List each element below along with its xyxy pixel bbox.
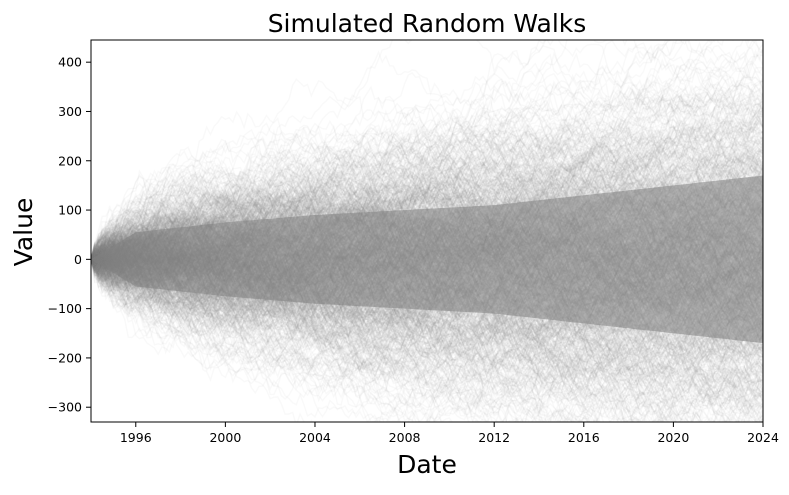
y-tick-label: 200	[58, 153, 82, 168]
walk-series	[91, 85, 763, 270]
walk-series	[91, 236, 763, 422]
walk-series	[91, 61, 763, 274]
walk-series	[91, 258, 763, 419]
walk-series	[91, 248, 763, 403]
walk-series	[91, 74, 763, 260]
y-tick-label: 100	[58, 203, 82, 218]
walk-series	[91, 93, 763, 271]
walk-series	[91, 258, 763, 409]
walk-series	[91, 259, 763, 397]
walk-series	[91, 68, 763, 260]
walk-series	[91, 251, 763, 399]
walk-series	[91, 242, 763, 422]
x-tick-label: 2012	[478, 430, 510, 445]
walk-series	[91, 118, 763, 262]
y-tick-label: −200	[48, 350, 82, 365]
walk-series	[91, 240, 763, 408]
walk-series	[91, 53, 763, 260]
walk-series	[91, 258, 763, 420]
walk-series	[91, 254, 763, 416]
walk-series	[91, 82, 763, 269]
walk-series	[91, 76, 763, 270]
y-axis-label: Value	[9, 198, 38, 267]
walk-series	[91, 89, 763, 290]
walk-series	[91, 160, 763, 260]
y-tick-label: 400	[58, 55, 82, 70]
walk-series	[91, 40, 750, 268]
walk-series	[91, 73, 763, 260]
walk-series	[91, 81, 763, 262]
walk-series	[91, 248, 763, 396]
walk-series	[91, 251, 763, 378]
walk-series	[91, 80, 763, 270]
walk-series	[91, 228, 763, 398]
walk-series	[91, 258, 763, 422]
walk-series	[91, 129, 763, 260]
walk-series	[91, 256, 763, 392]
walk-series	[91, 40, 763, 260]
walk-series	[91, 140, 763, 277]
walk-series	[91, 237, 763, 405]
x-tick-label: 2024	[747, 430, 779, 445]
walk-series	[91, 252, 763, 422]
walk-series	[91, 243, 763, 406]
walk-series	[91, 100, 763, 272]
walk-series	[91, 249, 763, 399]
x-tick-label: 2004	[299, 430, 331, 445]
walk-series	[91, 120, 763, 260]
walk-series	[91, 259, 639, 422]
walk-series	[91, 253, 763, 422]
walk-series	[91, 40, 673, 262]
walk-series	[91, 258, 763, 401]
y-tick-label: −100	[48, 301, 82, 316]
walk-series	[91, 259, 763, 409]
walk-series	[91, 98, 763, 276]
walk-series	[91, 256, 763, 415]
walk-series	[91, 188, 763, 422]
walk-series	[91, 253, 763, 415]
chart-title: Simulated Random Walks	[268, 9, 587, 38]
x-tick-label: 2008	[389, 430, 421, 445]
x-tick-label: 1996	[120, 430, 152, 445]
walk-series	[91, 256, 680, 422]
walk-series	[91, 250, 763, 422]
walk-series	[91, 232, 676, 422]
walk-series	[91, 126, 763, 260]
walk-series	[91, 40, 763, 264]
walk-series	[91, 258, 601, 422]
y-tick-label: 0	[74, 252, 82, 267]
walk-series	[91, 49, 763, 266]
walk-series	[91, 257, 757, 422]
walk-series	[91, 110, 763, 260]
y-tick-label: −300	[48, 400, 82, 415]
walk-series	[91, 254, 763, 422]
walk-series	[91, 67, 763, 262]
y-tick-label: 300	[58, 104, 82, 119]
x-axis-label: Date	[397, 450, 457, 479]
walk-series	[91, 253, 591, 422]
walk-series	[91, 246, 660, 422]
x-tick-label: 2016	[568, 430, 600, 445]
walk-series	[91, 121, 763, 261]
plot-area	[91, 40, 763, 422]
walk-series	[91, 258, 763, 415]
walk-series	[91, 249, 612, 422]
walk-series	[91, 259, 763, 422]
walk-series	[91, 139, 763, 260]
walk-series	[91, 258, 763, 351]
x-tick-label: 2020	[657, 430, 689, 445]
walk-series	[91, 258, 665, 422]
walk-series	[91, 247, 763, 387]
x-tick-label: 2000	[209, 430, 241, 445]
walk-series	[91, 249, 763, 389]
walk-series	[91, 58, 763, 260]
walk-series	[91, 66, 763, 260]
